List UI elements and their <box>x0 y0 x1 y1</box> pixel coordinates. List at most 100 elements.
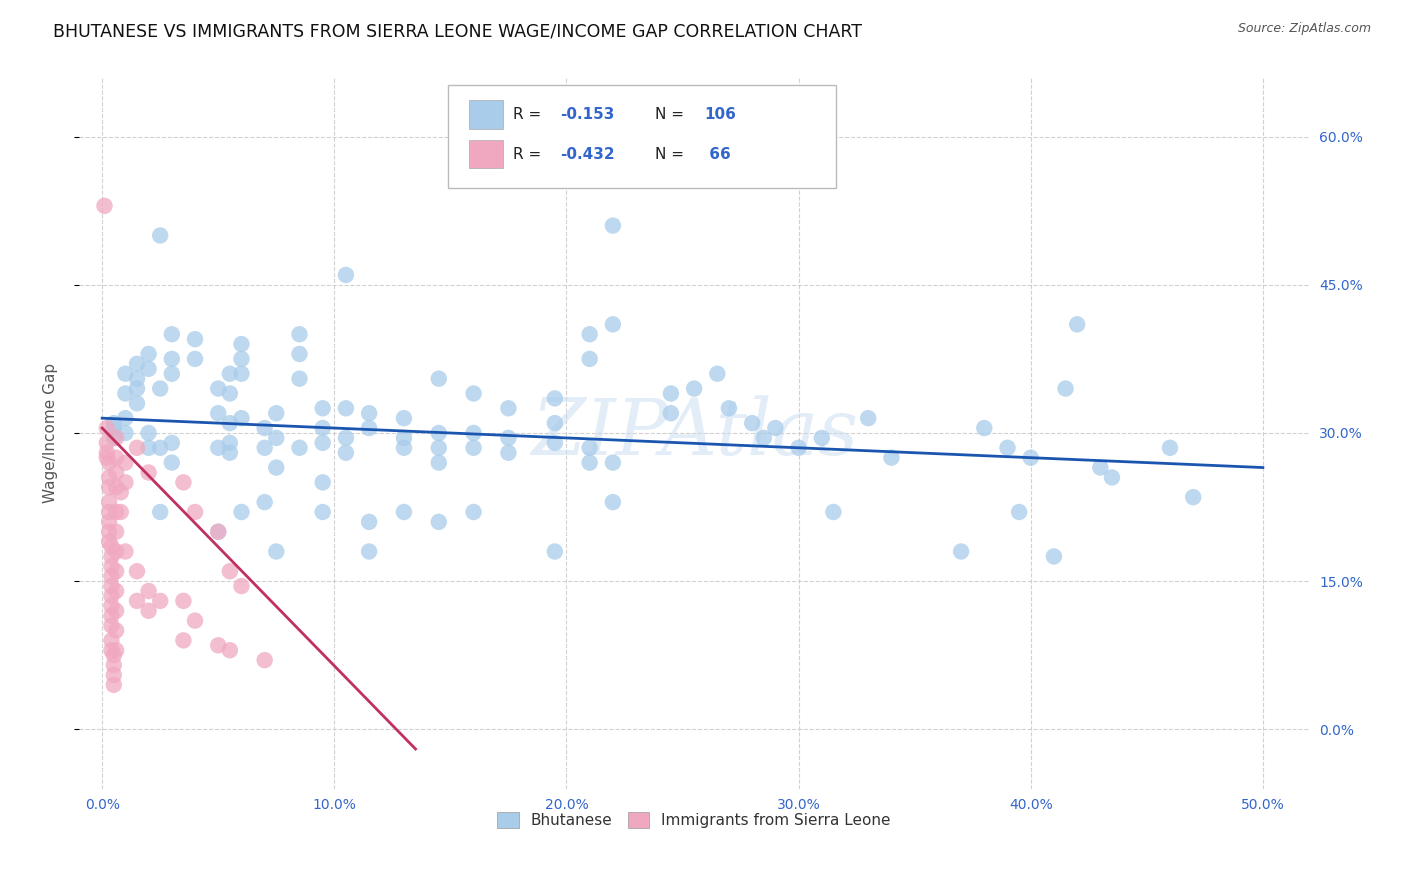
Point <box>498 401 520 416</box>
Point <box>1090 460 1112 475</box>
Point <box>125 441 148 455</box>
Point <box>207 524 229 539</box>
Point <box>138 604 160 618</box>
Point <box>253 441 276 455</box>
Point <box>463 441 485 455</box>
Point <box>1054 382 1077 396</box>
Point <box>231 411 253 425</box>
Point <box>578 456 600 470</box>
FancyBboxPatch shape <box>470 100 503 128</box>
Point <box>231 351 253 366</box>
Point <box>264 406 287 420</box>
Text: R =: R = <box>513 147 547 161</box>
Point <box>312 475 335 490</box>
Point <box>149 228 172 243</box>
Point <box>125 357 148 371</box>
Point <box>1066 318 1088 332</box>
Point <box>218 643 240 657</box>
Point <box>312 435 335 450</box>
Point <box>218 386 240 401</box>
Point <box>392 505 415 519</box>
Point <box>96 435 118 450</box>
Point <box>96 450 118 465</box>
Point <box>823 505 845 519</box>
Point <box>100 569 122 583</box>
Point <box>98 470 121 484</box>
Point <box>218 435 240 450</box>
Point <box>100 618 122 632</box>
Point <box>498 431 520 445</box>
Point <box>741 416 763 430</box>
Point <box>359 406 381 420</box>
Point <box>138 466 160 480</box>
Point <box>93 199 115 213</box>
Point <box>463 505 485 519</box>
Point <box>105 450 128 465</box>
Point <box>105 466 128 480</box>
Point <box>100 579 122 593</box>
Point <box>184 351 207 366</box>
Point <box>288 372 311 386</box>
Point <box>335 401 357 416</box>
Text: N =: N = <box>655 147 689 161</box>
Point <box>184 614 207 628</box>
Point <box>602 456 624 470</box>
Point <box>105 624 128 638</box>
FancyBboxPatch shape <box>470 140 503 169</box>
Point <box>160 435 183 450</box>
Text: -0.153: -0.153 <box>560 107 614 122</box>
Point <box>184 505 207 519</box>
Point <box>544 416 567 430</box>
Point <box>231 579 253 593</box>
Point <box>125 594 148 608</box>
Point <box>103 658 125 673</box>
Text: ZIPAtlas: ZIPAtlas <box>530 395 858 471</box>
Point <box>105 505 128 519</box>
Point <box>253 495 276 509</box>
Point <box>114 425 136 440</box>
Point <box>138 361 160 376</box>
Point <box>602 318 624 332</box>
Point <box>997 441 1019 455</box>
Point <box>207 638 229 652</box>
Point <box>231 505 253 519</box>
Point <box>100 559 122 574</box>
Point <box>172 633 194 648</box>
Point <box>578 441 600 455</box>
Point <box>264 460 287 475</box>
Point <box>100 540 122 554</box>
Point <box>950 544 973 558</box>
Point <box>103 648 125 663</box>
Point <box>810 431 832 445</box>
Point <box>98 524 121 539</box>
Text: N =: N = <box>655 107 689 122</box>
Point <box>706 367 728 381</box>
Point <box>752 431 775 445</box>
Point <box>105 544 128 558</box>
Point <box>125 372 148 386</box>
Point <box>231 337 253 351</box>
Point <box>218 367 240 381</box>
Point <box>1043 549 1066 564</box>
Point <box>207 441 229 455</box>
Point <box>160 327 183 342</box>
Point <box>207 406 229 420</box>
Point <box>103 421 125 435</box>
Point <box>288 327 311 342</box>
Point <box>973 421 995 435</box>
Point <box>218 416 240 430</box>
FancyBboxPatch shape <box>449 85 835 187</box>
Point <box>114 456 136 470</box>
Point <box>392 441 415 455</box>
Point <box>103 668 125 682</box>
Text: 106: 106 <box>704 107 735 122</box>
Legend: Bhutanese, Immigrants from Sierra Leone: Bhutanese, Immigrants from Sierra Leone <box>491 806 897 834</box>
Point <box>149 594 172 608</box>
Point <box>138 425 160 440</box>
Point <box>288 441 311 455</box>
Point <box>427 515 450 529</box>
Point <box>264 431 287 445</box>
Point <box>105 604 128 618</box>
Point <box>125 382 148 396</box>
Point <box>98 534 121 549</box>
